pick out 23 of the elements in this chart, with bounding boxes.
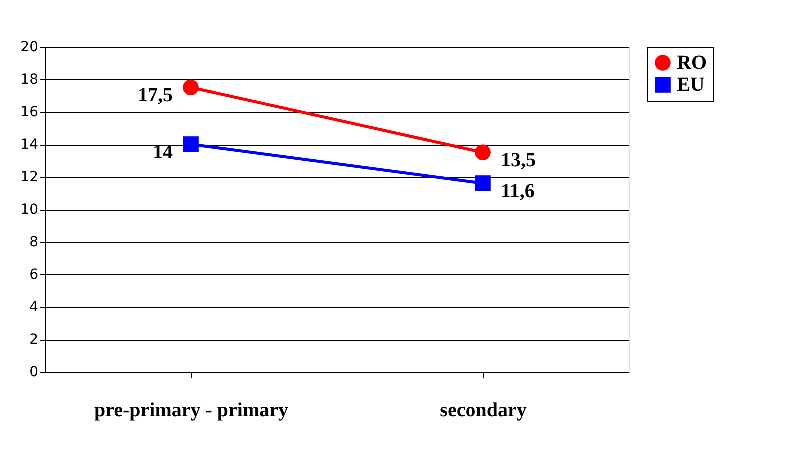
y-tick-label: 14 [20, 137, 39, 153]
data-label: 17,5 [138, 84, 173, 107]
point [183, 136, 199, 152]
data-label: 14 [153, 142, 173, 164]
y-tick-label: 2 [30, 332, 38, 348]
y-tick-label: 6 [30, 267, 39, 283]
legend-label: EU [677, 74, 705, 96]
y-tick-label: 16 [20, 104, 39, 120]
y-tick-label: 8 [30, 234, 38, 250]
y-tick-label: 10 [20, 202, 38, 218]
y-tick-label: 0 [30, 364, 38, 380]
legend-label: RO [677, 52, 707, 74]
data-label: 11,6 [501, 180, 535, 202]
y-tick-label: 12 [20, 170, 38, 186]
point [475, 144, 491, 161]
point [183, 80, 199, 96]
x-tick-label: secondary [440, 400, 527, 422]
y-tick-label: 18 [20, 72, 38, 88]
y-tick-label: 4 [30, 300, 39, 316]
y-tick-label: 20 [20, 40, 38, 56]
point [475, 176, 491, 192]
data-label: 13,5 [501, 150, 536, 172]
x-tick-label: pre-primary - primary [94, 400, 289, 422]
